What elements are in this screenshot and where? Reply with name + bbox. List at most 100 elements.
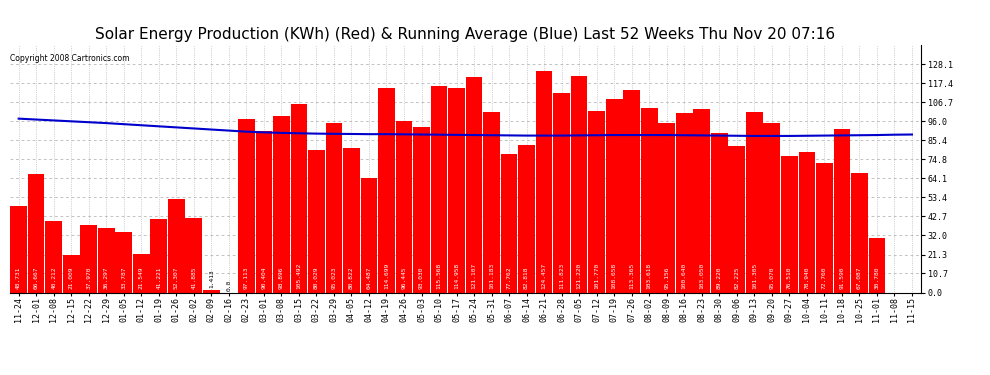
Text: 98.896: 98.896 xyxy=(279,266,284,289)
Text: 82.818: 82.818 xyxy=(524,266,529,289)
Bar xyxy=(641,108,657,292)
Text: 37.970: 37.970 xyxy=(86,266,91,289)
Text: 77.762: 77.762 xyxy=(507,266,512,289)
Title: Solar Energy Production (KWh) (Red) & Running Average (Blue) Last 52 Weeks Thu N: Solar Energy Production (KWh) (Red) & Ru… xyxy=(95,27,836,42)
Text: 101.770: 101.770 xyxy=(594,262,599,289)
Bar xyxy=(553,93,570,292)
Text: 111.823: 111.823 xyxy=(559,262,564,289)
Text: 89.220: 89.220 xyxy=(717,266,722,289)
Text: 101.305: 101.305 xyxy=(751,262,756,289)
Bar xyxy=(150,219,167,292)
Text: 93.030: 93.030 xyxy=(419,266,424,289)
Text: Copyright 2008 Cartronics.com: Copyright 2008 Cartronics.com xyxy=(10,54,130,63)
Bar xyxy=(116,232,132,292)
Bar xyxy=(80,225,97,292)
Bar xyxy=(711,134,728,292)
Bar xyxy=(185,218,202,292)
Text: 96.445: 96.445 xyxy=(402,266,407,289)
Text: 80.029: 80.029 xyxy=(314,266,319,289)
Text: 91.590: 91.590 xyxy=(840,266,844,289)
Bar xyxy=(834,129,850,292)
Bar xyxy=(168,199,184,292)
Bar xyxy=(378,88,395,292)
Bar xyxy=(133,254,149,292)
Bar xyxy=(676,113,693,292)
Bar xyxy=(308,150,325,292)
Bar xyxy=(606,99,623,292)
Text: 105.492: 105.492 xyxy=(296,262,301,289)
Text: 95.070: 95.070 xyxy=(769,266,774,289)
Bar xyxy=(851,173,867,292)
Bar xyxy=(98,228,115,292)
Text: 108.658: 108.658 xyxy=(612,262,617,289)
Bar xyxy=(693,109,710,292)
Text: 40.212: 40.212 xyxy=(51,266,56,289)
Text: 121.220: 121.220 xyxy=(576,262,582,289)
Text: 41.221: 41.221 xyxy=(156,266,161,289)
Bar xyxy=(10,206,27,292)
Bar xyxy=(63,255,79,292)
Bar xyxy=(658,123,675,292)
Text: 115.568: 115.568 xyxy=(437,262,442,289)
Text: 21.009: 21.009 xyxy=(68,266,73,289)
Text: 72.760: 72.760 xyxy=(822,266,827,289)
Text: 76.510: 76.510 xyxy=(787,266,792,289)
Bar xyxy=(203,290,220,292)
Bar xyxy=(799,152,815,292)
Text: 66.667: 66.667 xyxy=(34,266,39,289)
Bar xyxy=(360,177,377,292)
Bar xyxy=(816,163,833,292)
Text: 67.087: 67.087 xyxy=(857,266,862,289)
Text: 103.050: 103.050 xyxy=(699,262,704,289)
Bar xyxy=(238,119,254,292)
Bar xyxy=(413,127,430,292)
Text: 41.885: 41.885 xyxy=(191,266,196,289)
Text: 121.107: 121.107 xyxy=(471,262,476,289)
Bar xyxy=(588,111,605,292)
Text: 21.549: 21.549 xyxy=(139,266,144,289)
Bar xyxy=(448,87,465,292)
Text: 90.404: 90.404 xyxy=(261,266,266,289)
Text: 33.787: 33.787 xyxy=(121,266,127,289)
Text: 113.365: 113.365 xyxy=(630,262,635,289)
Text: 101.183: 101.183 xyxy=(489,262,494,289)
Text: 124.457: 124.457 xyxy=(542,262,546,289)
Bar xyxy=(46,221,62,292)
Bar xyxy=(396,120,412,292)
Text: 114.699: 114.699 xyxy=(384,262,389,289)
Text: 78.940: 78.940 xyxy=(804,266,810,289)
Text: 64.487: 64.487 xyxy=(366,266,371,289)
Bar xyxy=(519,145,535,292)
Bar xyxy=(273,116,290,292)
Text: 80.822: 80.822 xyxy=(348,266,354,289)
Text: 82.225: 82.225 xyxy=(735,266,740,289)
Text: 52.307: 52.307 xyxy=(174,266,179,289)
Text: 1.413: 1.413 xyxy=(209,270,214,288)
Bar xyxy=(431,86,447,292)
Bar xyxy=(326,123,343,292)
Text: 0.0: 0.0 xyxy=(227,279,232,291)
Bar xyxy=(729,146,745,292)
Bar xyxy=(483,112,500,292)
Bar xyxy=(291,104,307,292)
Text: 97.113: 97.113 xyxy=(244,266,248,289)
Bar xyxy=(255,131,272,292)
Bar xyxy=(344,148,359,292)
Bar xyxy=(465,76,482,292)
Text: 114.958: 114.958 xyxy=(454,262,459,289)
Bar xyxy=(781,156,798,292)
Bar xyxy=(536,70,552,292)
Bar xyxy=(571,76,587,292)
Bar xyxy=(624,90,640,292)
Bar xyxy=(501,154,518,292)
Text: 30.780: 30.780 xyxy=(874,266,879,289)
Text: 36.297: 36.297 xyxy=(104,266,109,289)
Bar xyxy=(746,112,762,292)
Text: 100.640: 100.640 xyxy=(682,262,687,289)
Text: 95.156: 95.156 xyxy=(664,266,669,289)
Bar xyxy=(868,238,885,292)
Text: 48.731: 48.731 xyxy=(16,266,21,289)
Text: 103.618: 103.618 xyxy=(646,262,651,289)
Bar xyxy=(28,174,45,292)
Text: 95.023: 95.023 xyxy=(332,266,337,289)
